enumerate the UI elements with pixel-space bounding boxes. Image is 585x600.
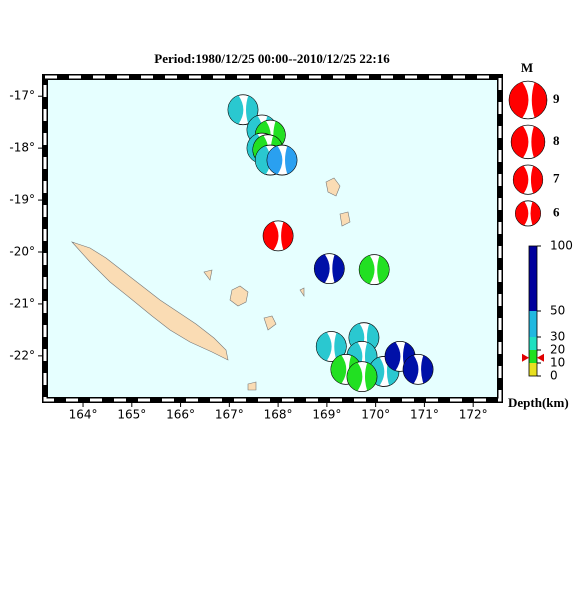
depth-frame <box>528 245 538 377</box>
depth-band <box>529 311 537 337</box>
land <box>71 177 351 391</box>
lat-tick-label: -22° <box>9 348 35 362</box>
magnitude-label: 9 <box>553 91 560 106</box>
depth-tick-label: 10 <box>550 356 565 370</box>
ball-fill <box>359 255 389 284</box>
ball-fill <box>316 332 347 361</box>
title: Period:1980/12/25 00:00--2010/12/25 22:1… <box>154 51 390 66</box>
lat-tick-label: -17° <box>9 89 35 103</box>
event <box>346 361 378 393</box>
depth-tick-label: 30 <box>550 330 565 344</box>
lon-tick-label: 164° <box>69 408 98 422</box>
ball-fill <box>509 82 547 118</box>
magnitude-title: M <box>521 60 533 75</box>
ball-fill <box>267 145 297 175</box>
ball-fill <box>347 362 377 391</box>
magnitude-symbol <box>512 164 544 195</box>
magnitude-label: 7 <box>553 171 560 186</box>
lat-tick-label: -18° <box>9 141 35 155</box>
lon-tick-label: 165° <box>117 408 146 422</box>
ball-fill <box>513 165 543 194</box>
ball-fill <box>228 95 258 124</box>
frame-pattern <box>43 75 502 402</box>
magnitude-symbol <box>515 200 542 227</box>
depth-tick-label: 0 <box>550 369 558 383</box>
depth-band <box>529 246 537 311</box>
magnitude-symbol <box>510 124 546 160</box>
event <box>227 94 259 126</box>
lon-tick-label: 166° <box>166 408 195 422</box>
lat-tick-label: -21° <box>9 296 35 310</box>
depth-tick-label: 20 <box>550 343 565 357</box>
event <box>313 253 345 285</box>
lon-tick-label: 168° <box>264 408 293 422</box>
magnitude-symbol <box>508 80 548 120</box>
depth-tick-label: 50 <box>550 304 565 318</box>
lon-tick-label: 171° <box>410 408 439 422</box>
depth-marker <box>522 353 544 362</box>
magnitude-label: 8 <box>553 133 560 148</box>
event <box>266 144 298 176</box>
ball-fill <box>314 254 345 283</box>
event <box>315 331 347 362</box>
depth-band <box>529 363 537 376</box>
lon-tick-label: 167° <box>215 408 244 422</box>
lon-tick-label: 170° <box>361 408 390 422</box>
ball-fill <box>511 125 545 158</box>
ball-fill <box>263 221 293 251</box>
depth-band <box>529 350 537 363</box>
ball-fill <box>515 201 541 226</box>
lat-tick-label: -20° <box>9 245 35 259</box>
lon-tick-label: 172° <box>459 408 488 422</box>
event <box>358 254 390 286</box>
event <box>402 353 434 385</box>
depth-label: Depth(km) <box>508 395 569 410</box>
depth-band <box>529 337 537 350</box>
ball-fill <box>403 355 433 384</box>
lon-tick-label: 169° <box>312 408 341 422</box>
magnitude-label: 6 <box>553 204 560 219</box>
depth-tick-label: 100 <box>550 239 573 253</box>
lat-tick-label: -19° <box>9 193 35 207</box>
event <box>262 220 294 252</box>
